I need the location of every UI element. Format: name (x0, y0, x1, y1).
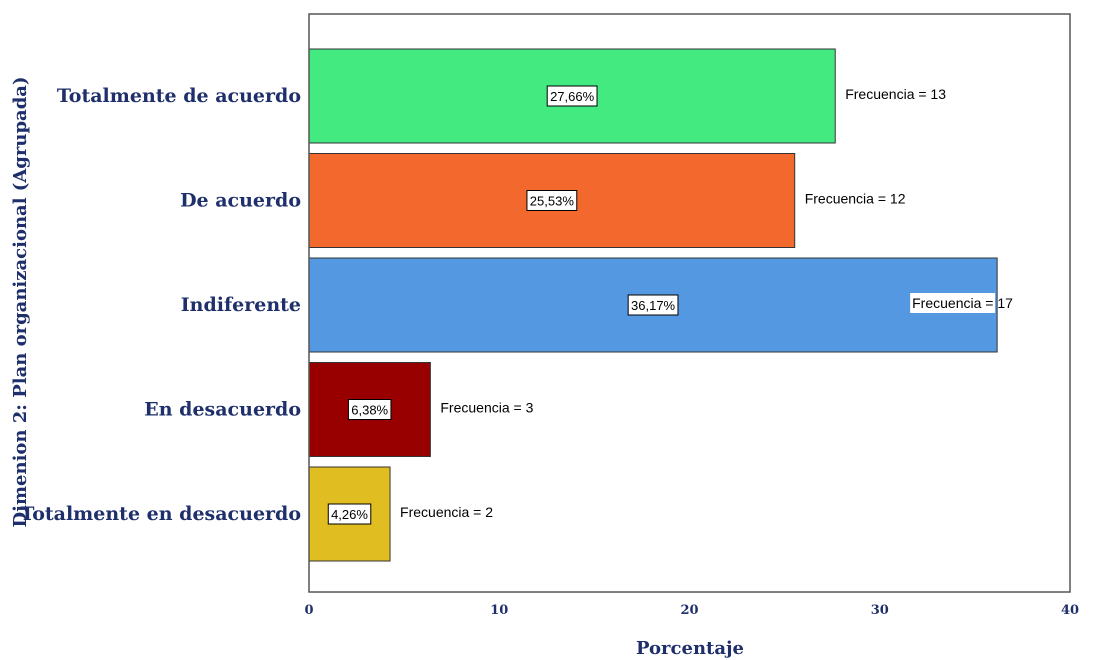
x-tick-label: 0 (304, 603, 313, 618)
percent-label: 27,66% (550, 89, 595, 104)
x-axis-title: Porcentaje (636, 638, 744, 659)
percent-label: 36,17% (631, 298, 676, 313)
frequency-label: Frecuencia = 12 (805, 191, 906, 207)
percent-label-box (546, 85, 598, 107)
plot-frame (308, 13, 1071, 593)
category-label: Totalmente en desacuerdo (20, 503, 301, 525)
frequency-label: Frecuencia = 2 (400, 504, 493, 520)
x-tick-label: 30 (871, 603, 889, 618)
frequency-label: Frecuencia = 13 (845, 86, 946, 102)
x-tick-label: 20 (680, 603, 698, 618)
percent-label-box (627, 294, 679, 316)
category-label: Totalmente de acuerdo (57, 85, 301, 107)
category-label: Indiferente (181, 294, 301, 316)
percent-label-box (327, 503, 372, 525)
x-tick-label: 10 (490, 603, 508, 618)
y-axis-title: Dimenion 2: Plan organizacional (Agrupad… (10, 77, 31, 528)
percent-label-box (347, 399, 392, 420)
frequency-label-bg (910, 293, 996, 313)
category-label: En desacuerdo (144, 399, 301, 421)
percent-label: 25,53% (530, 194, 575, 209)
x-tick-label: 40 (1061, 603, 1079, 618)
percent-label: 4,26% (331, 507, 368, 522)
frequency-label: Frecuencia = 17 (912, 295, 1013, 311)
category-label: De acuerdo (180, 190, 301, 212)
frequency-label: Frecuencia = 3 (440, 400, 533, 416)
percent-label-box (526, 190, 578, 211)
percent-label: 6,38% (351, 403, 388, 418)
